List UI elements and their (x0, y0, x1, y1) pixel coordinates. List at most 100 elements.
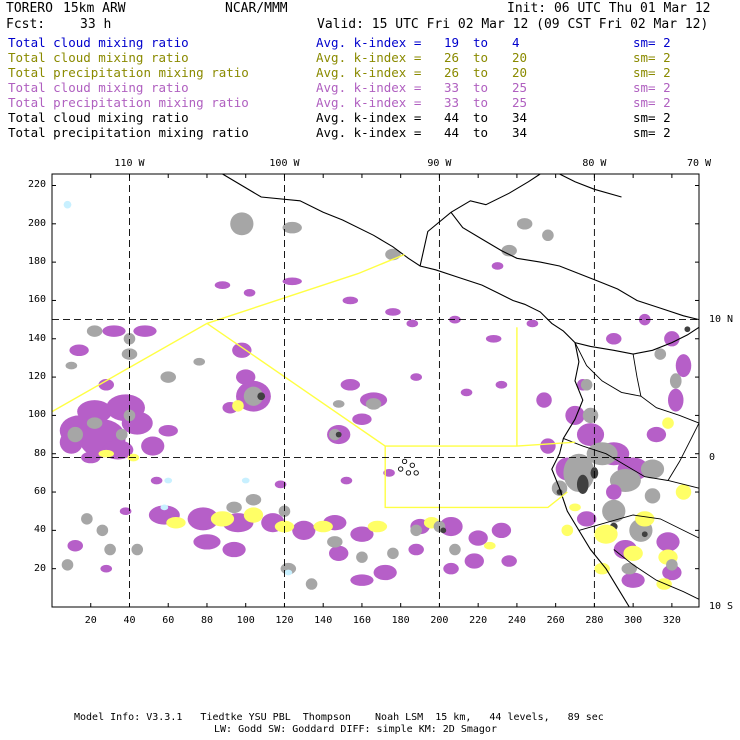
grey-cloud-blob (67, 426, 83, 443)
grey-cloud-blob (86, 417, 103, 429)
legend-sm: sm= 2 (633, 50, 671, 65)
x-tick-label: 320 (662, 615, 681, 626)
legend-to: to (473, 65, 489, 80)
purple-cloud-blob (214, 281, 231, 289)
grey-cloud-blob (61, 559, 74, 571)
purple-cloud-blob (329, 545, 349, 562)
purple-cloud-blob (98, 379, 114, 391)
purple-cloud-blob (282, 277, 302, 286)
grey-cloud-blob (329, 428, 341, 441)
legend-to: to (473, 110, 489, 125)
purple-cloud-blob (243, 288, 256, 297)
grey-cloud-blob (160, 371, 176, 383)
yellow-cloud-blob (166, 516, 186, 529)
purple-cloud-blob (485, 334, 502, 343)
longitude-label: 110 W (114, 158, 145, 169)
purple-cloud-blob (464, 553, 484, 569)
legend-k-top: 44 (444, 110, 460, 125)
grey-cloud-blob (582, 407, 599, 424)
x-tick-label: 80 (200, 615, 213, 626)
grey-cloud-blob (387, 547, 399, 560)
yellow-cloud-blob (232, 400, 244, 412)
purple-cloud-blob (646, 426, 667, 443)
purple-cloud-blob (133, 325, 157, 337)
purple-cloud-blob (460, 388, 473, 397)
border-segment (574, 342, 700, 424)
legend-field: Total precipitation mixing ratio (8, 65, 249, 80)
purple-cloud-blob (664, 331, 680, 347)
y-tick-label: 20 (33, 562, 46, 574)
island (405, 470, 412, 476)
forecast-hour: 33 h (80, 17, 112, 32)
island (413, 470, 419, 476)
legend-k-top: 26 (444, 65, 460, 80)
y-tick-label: 220 (27, 179, 46, 191)
grey-cloud-blob (602, 499, 626, 523)
grey-cloud-blob (86, 325, 103, 337)
coastline-segment (222, 173, 700, 355)
purple-cloud-blob (406, 319, 419, 328)
purple-cloud-blob (352, 413, 372, 425)
x-tick-label: 220 (469, 615, 488, 626)
legend-index-label: Avg. k-index = (316, 125, 422, 140)
purple-cloud-blob (383, 469, 395, 477)
island (401, 458, 408, 465)
purple-cloud-blob (69, 344, 89, 357)
boundary-line (384, 446, 568, 509)
grey-cloud-blob (123, 409, 136, 422)
purple-cloud-blob (408, 543, 424, 556)
y-tick-label: 140 (27, 332, 46, 344)
purple-cloud-blob (606, 333, 622, 345)
purple-cloud-blob (350, 574, 374, 586)
institution: NCAR/MMM (225, 1, 288, 16)
legend-index-label: Avg. k-index = (316, 110, 422, 125)
cloud-fields (59, 200, 692, 590)
cyan-cloud-blob (241, 477, 250, 484)
grey-cloud-blob (644, 488, 661, 504)
longitude-label: 100 W (269, 158, 300, 169)
model-info-line2: LW: Godd SW: Goddard DIFF: simple KM: 2D… (214, 724, 497, 735)
grey-cloud-blob (365, 398, 382, 410)
forecast-label: Fcst: (6, 17, 46, 32)
purple-cloud-blob (501, 555, 517, 567)
purple-cloud-blob (100, 564, 113, 573)
grey-cloud-blob (654, 348, 667, 360)
purple-cloud-blob (576, 511, 597, 527)
legend-k-bottom: 20 (512, 50, 528, 65)
purple-cloud-blob (236, 369, 256, 385)
y-tick-label: 160 (27, 294, 46, 306)
purple-cloud-blob (638, 313, 651, 326)
cyan-cloud-blob (63, 200, 72, 209)
graticule (52, 174, 699, 607)
x-tick-label: 160 (352, 615, 371, 626)
legend-k-top: 44 (444, 125, 460, 140)
yellow-cloud-blob (210, 511, 235, 527)
purple-cloud-blob (77, 400, 113, 424)
purple-cloud-blob (662, 564, 682, 581)
purple-cloud-blob (340, 476, 353, 485)
grey-cloud-blob (542, 229, 554, 242)
yellow-cloud-blob (662, 417, 674, 429)
legend-field: Total cloud mixing ratio (8, 35, 189, 50)
latitude-label: 10 S (709, 601, 734, 612)
purple-cloud-blob (410, 373, 422, 381)
legend-field: Total precipitation mixing ratio (8, 95, 249, 110)
coastline-segment (450, 211, 580, 275)
purple-cloud-blob (102, 325, 126, 337)
purple-cloud-blob (536, 392, 552, 408)
dark-cloud-blob (641, 531, 648, 538)
purple-cloud-blob (342, 296, 359, 305)
purple-cloud-blob (675, 354, 692, 378)
legend-k-top: 26 (444, 50, 460, 65)
purple-cloud-blob (491, 522, 512, 539)
y-tick-label: 120 (27, 371, 46, 383)
cyan-cloud-blob (160, 504, 169, 511)
purple-cloud-blob (187, 507, 219, 531)
legend-k-bottom: 25 (512, 95, 528, 110)
x-tick-label: 20 (84, 615, 97, 626)
boundary-line (206, 322, 576, 447)
latitude-label: 10 N (709, 313, 734, 325)
grey-cloud-blob (243, 386, 264, 406)
purple-cloud-blob (193, 534, 221, 550)
longitude-label: 80 W (582, 158, 607, 169)
